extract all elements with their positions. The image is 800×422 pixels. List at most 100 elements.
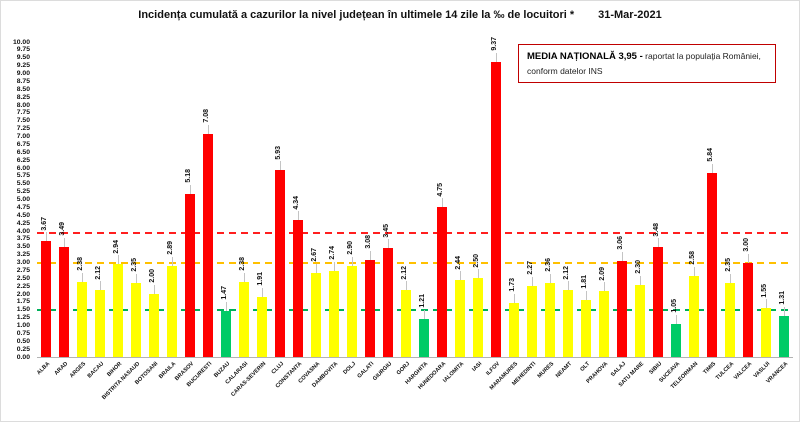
bar-value-label: 3.06 [617, 236, 624, 250]
value-leader-line [675, 314, 677, 324]
bar-giurgiu [383, 248, 393, 357]
y-axis-tick-label: 5.75 [16, 172, 30, 180]
bar-galati [365, 259, 375, 357]
bar-value-label: 3.08 [365, 235, 372, 249]
value-leader-line [297, 211, 299, 221]
bar-brasov [185, 193, 195, 357]
y-axis-tick-label: 4.00 [16, 227, 30, 235]
yellow-zone-line [37, 261, 793, 264]
bar-value-label: 2.44 [455, 255, 462, 270]
chart-title: Incidența cumulată a cazurilor la nivel … [138, 9, 575, 21]
value-leader-line [639, 275, 641, 285]
bar-value-label: 1.91 [257, 272, 264, 286]
bar-bistrita-nasaud [131, 282, 141, 357]
value-leader-line [351, 256, 353, 266]
y-axis-tick-label: 0.75 [16, 329, 30, 337]
y-axis-tick-label: 3.00 [16, 259, 30, 266]
y-axis-tick-label: 9.75 [16, 46, 30, 54]
value-leader-line [477, 269, 479, 279]
national-average-note-1: raportat la populația României, [645, 51, 761, 61]
bar-salaj [617, 260, 627, 357]
bar-value-label: 2.30 [635, 259, 642, 274]
bar-value-label: 1.31 [779, 291, 786, 305]
y-axis-tick-label: 8.50 [16, 85, 30, 93]
y-axis-tick-label: 0.50 [16, 337, 30, 345]
national-average-box: MEDIA NAȚIONALĂ 3,95 - raportat la popul… [518, 44, 776, 83]
y-axis-tick-label: 0.25 [16, 345, 30, 353]
bar-covasna [311, 272, 321, 357]
y-axis-tick-label: 0.00 [16, 353, 30, 361]
y-axis-tick-label: 6.75 [16, 140, 30, 148]
bar-value-label: 3.67 [41, 216, 48, 231]
bar-value-label: 2.90 [347, 241, 354, 255]
y-axis-tick-label: 6.25 [16, 156, 30, 164]
value-leader-line [549, 273, 551, 283]
chart-title-row: Incidența cumulată a cazurilor la nivel … [1, 9, 799, 21]
national-average-value: MEDIA NAȚIONALĂ 3,95 - [527, 51, 643, 62]
value-leader-line [45, 232, 47, 242]
y-axis-tick-label: 10.00 [12, 38, 30, 46]
y-axis-tick-label: 7.50 [16, 117, 30, 125]
y-axis-tick-label: 1.75 [16, 298, 30, 306]
value-leader-line [153, 285, 155, 294]
value-leader-line [207, 124, 209, 134]
bar-value-label: 5.84 [707, 148, 714, 163]
bar-value-label: 2.67 [311, 248, 318, 262]
bar-vrancea [779, 315, 789, 357]
y-axis-tick-label: 1.50 [16, 306, 30, 314]
bar-value-label: 1.21 [419, 294, 426, 308]
value-leader-line [333, 261, 335, 271]
value-leader-line [747, 253, 749, 263]
x-axis-labels: ALBA ARAD ARGES BACAU BIHOR BISTRITA NASAUD BO… [36, 358, 793, 418]
value-leader-line [783, 306, 785, 316]
y-axis-tick-label: 9.00 [16, 70, 30, 77]
bar-value-label: 4.75 [437, 182, 444, 197]
bar-value-label: 2.36 [545, 258, 552, 272]
bar-sibiu [653, 247, 663, 357]
y-axis-tick-label: 4.75 [16, 203, 30, 211]
y-axis-tick-label: 3.25 [16, 251, 30, 259]
bar-iasi [473, 278, 483, 357]
y-axis-tick-label: 2.75 [16, 266, 30, 274]
bar-value-label: 2.12 [95, 265, 102, 280]
bar-value-label: 3.49 [59, 222, 66, 237]
bar-value-label: 9.37 [491, 37, 498, 51]
y-axis-tick-label: 8.25 [16, 93, 30, 101]
y-axis-tick-label: 2.50 [16, 274, 30, 282]
national-average-line2: conform datelor INS [527, 65, 767, 78]
value-leader-line [243, 273, 245, 283]
value-leader-line [711, 164, 713, 174]
value-leader-line [567, 281, 569, 291]
bar-calarasi [239, 282, 249, 357]
y-axis-tick-label: 5.25 [16, 188, 30, 196]
value-leader-line [495, 52, 497, 62]
bar-value-label: 2.00 [149, 269, 156, 283]
value-leader-line [513, 293, 515, 303]
value-leader-line [765, 299, 767, 309]
bar-bacau [95, 290, 105, 357]
bar-valcea [743, 262, 753, 357]
bar-value-label: 1.05 [671, 299, 678, 313]
value-leader-line [657, 238, 659, 248]
bar-value-label: 2.89 [167, 241, 174, 255]
bar-ialomita [455, 280, 465, 357]
value-leader-line [531, 276, 533, 286]
bar-constanta [293, 220, 303, 357]
value-leader-line [405, 281, 407, 291]
value-leader-line [81, 273, 83, 283]
bar-cluj [275, 170, 285, 357]
value-leader-line [225, 301, 227, 311]
value-leader-line [459, 271, 461, 281]
bar-bihor [113, 264, 123, 357]
value-leader-line [261, 287, 263, 297]
bar-ilfov [491, 61, 501, 357]
bar-value-label: 7.08 [203, 109, 210, 123]
y-axis-tick-label: 2.00 [16, 290, 30, 298]
national-average-line1: MEDIA NAȚIONALĂ 3,95 - raportat la popul… [527, 50, 767, 65]
bar-value-label: 2.27 [527, 260, 534, 275]
value-leader-line [135, 273, 137, 283]
bar-value-label: 4.34 [293, 195, 300, 210]
bar-olt [581, 300, 591, 357]
value-leader-line [63, 238, 65, 248]
